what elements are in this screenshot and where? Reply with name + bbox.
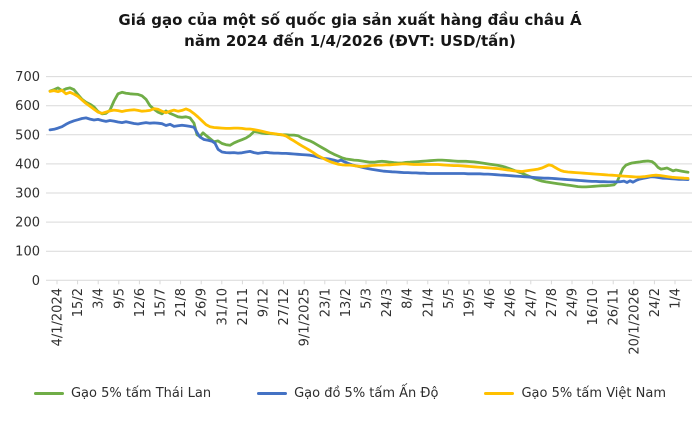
vietnam-line-swatch	[484, 392, 515, 395]
x-tick-label: 27/8	[545, 288, 560, 317]
x-tick-label: 26/11	[607, 288, 622, 325]
x-tick-label: 8/4	[401, 288, 416, 309]
y-tick-label: 500	[15, 128, 40, 143]
legend-item-vietnam: Gạo 5% tấm Việt Nam	[484, 386, 666, 401]
x-tick-label: 12/6	[133, 288, 148, 317]
y-tick-label: 400	[15, 157, 40, 172]
series-line-vietnam	[48, 88, 690, 180]
y-tick-label: 0	[32, 274, 40, 289]
x-tick-label: 24/7	[524, 288, 539, 317]
series-line-india	[48, 116, 690, 184]
x-tick-label: 13/2	[339, 288, 354, 317]
x-tick-label: 1/4	[669, 288, 684, 309]
x-tick-label: 15/2	[71, 288, 86, 317]
y-tick-label: 300	[15, 187, 40, 202]
x-tick-label: 9/1/2025	[298, 288, 313, 346]
x-tick-label: 4/1/2024	[51, 288, 66, 346]
x-tick-label: 27/12	[277, 288, 292, 325]
legend-label-vietnam: Gạo 5% tấm Việt Nam	[521, 386, 666, 401]
x-tick-label: 5/3	[360, 288, 375, 309]
x-axis-labels: 4/1/2024 15/2 3/4 9/5 12/6 15/7 21/8 26/9 31/10 2…	[51, 288, 684, 355]
chart-title-line2: năm 2024 đến 1/4/2026 (ĐVT: USD/tấn)	[184, 32, 516, 50]
legend-item-india: Gạo đồ 5% tấm Ấn Độ	[257, 386, 438, 401]
x-tick-label: 4/6	[483, 288, 498, 309]
y-tick-label: 600	[15, 99, 40, 114]
x-tick-label: 16/10	[586, 288, 601, 325]
y-tick-label: 700	[15, 70, 40, 85]
legend-label-india: Gạo đồ 5% tấm Ấn Độ	[294, 386, 439, 401]
x-tick-label: 9/5	[112, 288, 127, 309]
legend-label-thailand: Gạo 5% tấm Thái Lan	[70, 386, 212, 401]
x-tick-label: 5/5	[442, 288, 457, 309]
legend-item-thailand: Gạo 5% tấm Thái Lan	[33, 386, 212, 401]
x-tick-label: 15/7	[154, 288, 169, 317]
x-tick-label: 3/4	[92, 288, 107, 309]
chart-title-line1: Giá gạo của một số quốc gia sản xuất hàn…	[118, 11, 582, 29]
x-tick-label: 24/6	[504, 288, 519, 317]
y-tick-label: 100	[15, 245, 40, 260]
gridlines	[46, 76, 692, 285]
chart-legend: Gạo 5% tấm Thái Lan Gạo đồ 5% tấm Ấn Độ …	[0, 386, 700, 401]
x-tick-label: 26/9	[195, 288, 210, 317]
x-tick-label: 24/3	[380, 288, 395, 317]
y-tick-label: 200	[15, 216, 40, 231]
x-tick-label: 19/5	[463, 288, 478, 317]
thailand-line-swatch	[33, 392, 64, 395]
x-tick-label: 21/8	[174, 288, 189, 317]
price-line-plot: 0 100 200 300 400 500 600 700 4/1/2024 15/2 3/4 9/5…	[15, 70, 692, 355]
x-tick-label: 9/12	[257, 288, 272, 317]
x-tick-label: 23/1	[318, 288, 333, 317]
x-tick-label: 24/2	[648, 288, 663, 317]
y-axis-labels: 0 100 200 300 400 500 600 700	[15, 70, 40, 289]
series-line-thailand	[48, 86, 690, 189]
x-tick-label: 31/10	[215, 288, 230, 325]
x-tick-label: 24/9	[566, 288, 581, 317]
chart-title: Giá gạo của một số quốc gia sản xuất hàn…	[0, 10, 700, 52]
india-line-swatch	[257, 392, 288, 395]
x-tick-label: 21/4	[421, 288, 436, 317]
x-tick-label: 20/1/2026	[627, 288, 642, 355]
x-tick-label: 21/11	[236, 288, 251, 325]
